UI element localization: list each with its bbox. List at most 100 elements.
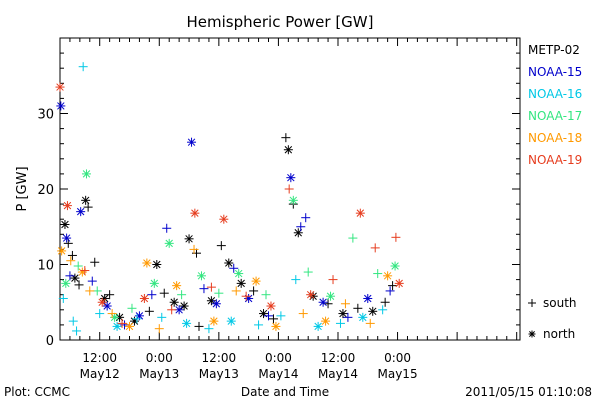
- data-point-noaa-18-north: [124, 321, 134, 331]
- data-point-noaa-17-south: [373, 269, 383, 279]
- data-point-noaa-17-north: [234, 269, 244, 279]
- x-axis-label: Date and Time: [241, 385, 329, 399]
- data-point-noaa-18-north: [57, 246, 67, 256]
- data-point-metp-02-south: [159, 288, 169, 298]
- data-point-noaa-19-south: [241, 291, 251, 301]
- data-point-noaa-18-south: [154, 324, 164, 334]
- data-point-noaa-18-south: [298, 309, 308, 319]
- data-point-noaa-15-south: [263, 311, 273, 321]
- data-point-noaa-15-north: [56, 101, 66, 111]
- data-point-noaa-18-north: [142, 258, 152, 268]
- data-point-metp-02-south: [74, 280, 84, 290]
- data-point-metp-02-north: [368, 306, 378, 316]
- data-point-metp-02-north: [70, 273, 80, 283]
- data-point-noaa-15-south: [296, 222, 306, 232]
- data-point-noaa-19-north: [62, 201, 72, 211]
- data-point-noaa-18-north: [321, 316, 331, 326]
- x-tick-date-label: May15: [378, 367, 418, 381]
- data-point-noaa-16-south: [95, 309, 105, 319]
- data-point-noaa-17-south: [214, 288, 224, 298]
- data-point-metp-02-south: [268, 314, 278, 324]
- data-point-noaa-15-north: [187, 137, 197, 147]
- data-point-metp-02-south: [353, 303, 363, 313]
- data-point-noaa-18-south: [85, 286, 95, 296]
- data-point-metp-02-north: [224, 258, 234, 268]
- x-tick-date-label: May14: [318, 367, 358, 381]
- data-point-metp-02-north: [184, 234, 194, 244]
- data-point-metp-02-south: [388, 281, 398, 291]
- x-tick-date-label: May14: [258, 367, 298, 381]
- data-point-noaa-19-north: [55, 82, 65, 92]
- data-point-noaa-18-south: [365, 318, 375, 328]
- data-point-noaa-16-south: [204, 324, 214, 334]
- x-tick-label: 0:00: [265, 351, 292, 365]
- data-point-noaa-15-south: [65, 271, 75, 281]
- data-point-noaa-16-north: [226, 316, 236, 326]
- x-tick-label: 12:00: [82, 351, 117, 365]
- y-axis-label: P [GW]: [15, 166, 30, 211]
- symbol-legend-label: north: [543, 327, 575, 341]
- data-point-metp-02-north: [206, 296, 216, 306]
- data-point-noaa-19-north: [266, 301, 276, 311]
- data-point-noaa-18-south: [66, 256, 76, 266]
- data-point-noaa-19-south: [117, 318, 127, 328]
- data-point-noaa-17-south: [261, 290, 271, 300]
- data-point-noaa-16-north: [358, 312, 368, 322]
- data-point-metp-02-south: [249, 286, 259, 296]
- data-point-metp-02-south: [83, 202, 93, 212]
- x-tick-label: 0:00: [384, 351, 411, 365]
- legend-entry-noaa-19: NOAA-19: [528, 153, 582, 167]
- data-point-noaa-18-north: [271, 321, 281, 331]
- data-point-metp-02-south: [281, 133, 291, 143]
- y-tick-label: 30: [37, 108, 54, 123]
- data-point-noaa-18-north: [77, 267, 87, 277]
- data-point-noaa-15-south: [87, 276, 97, 286]
- data-point-noaa-19-south: [370, 243, 380, 253]
- data-point-noaa-17-south: [303, 267, 313, 277]
- footer-credit: Plot: CCMC: [4, 385, 70, 399]
- data-point-noaa-16-south: [335, 318, 345, 328]
- legend-entry-noaa-16: NOAA-16: [528, 87, 582, 101]
- data-point-noaa-15-north: [62, 233, 72, 243]
- data-point-noaa-15-south: [343, 312, 353, 322]
- data-point-noaa-19-north: [306, 290, 316, 300]
- data-point-noaa-19-north: [190, 208, 200, 218]
- data-point-noaa-19-south: [80, 266, 90, 276]
- data-point-noaa-19-south: [206, 282, 216, 292]
- data-point-noaa-19-north: [139, 293, 149, 303]
- data-point-noaa-17-south: [127, 303, 137, 313]
- data-point-metp-02-south: [380, 297, 390, 307]
- data-point-noaa-16-south: [78, 62, 88, 72]
- data-point-noaa-17-north: [326, 291, 336, 301]
- data-point-noaa-17-north: [196, 271, 206, 281]
- data-point-metp-02-north: [283, 145, 293, 155]
- data-point-noaa-15-south: [162, 223, 172, 233]
- data-point-noaa-15-south: [301, 213, 311, 223]
- data-points: [55, 62, 404, 336]
- data-point-noaa-16-south: [72, 326, 82, 336]
- data-point-noaa-18-north: [251, 276, 261, 286]
- data-point-noaa-15-north: [174, 305, 184, 315]
- data-point-noaa-17-north: [149, 278, 159, 288]
- data-point-noaa-15-south: [147, 290, 157, 300]
- data-point-noaa-17-south: [177, 290, 187, 300]
- data-point-noaa-18-north: [209, 316, 219, 326]
- data-point-metp-02-north: [179, 301, 189, 311]
- data-point-noaa-15-north: [211, 299, 221, 309]
- x-tick-label: 12:00: [321, 351, 356, 365]
- data-point-noaa-19-south: [328, 275, 338, 285]
- legend-entry-noaa-17: NOAA-17: [528, 109, 582, 123]
- data-point-noaa-15-south: [229, 263, 239, 273]
- data-point-metp-02-north: [259, 309, 269, 319]
- data-point-metp-02-south: [194, 321, 204, 331]
- data-point-noaa-19-south: [284, 184, 294, 194]
- symbol-legend-south: south: [528, 296, 577, 310]
- data-point-metp-02-north: [81, 195, 91, 205]
- data-point-metp-02-south: [144, 306, 154, 316]
- data-point-noaa-18-south: [107, 309, 117, 319]
- data-point-metp-02-north: [152, 260, 162, 269]
- y-axis-ticks: 0 10 20 30: [37, 37, 520, 349]
- data-point-noaa-17-north: [288, 195, 298, 205]
- data-point-metp-02-north: [338, 309, 348, 319]
